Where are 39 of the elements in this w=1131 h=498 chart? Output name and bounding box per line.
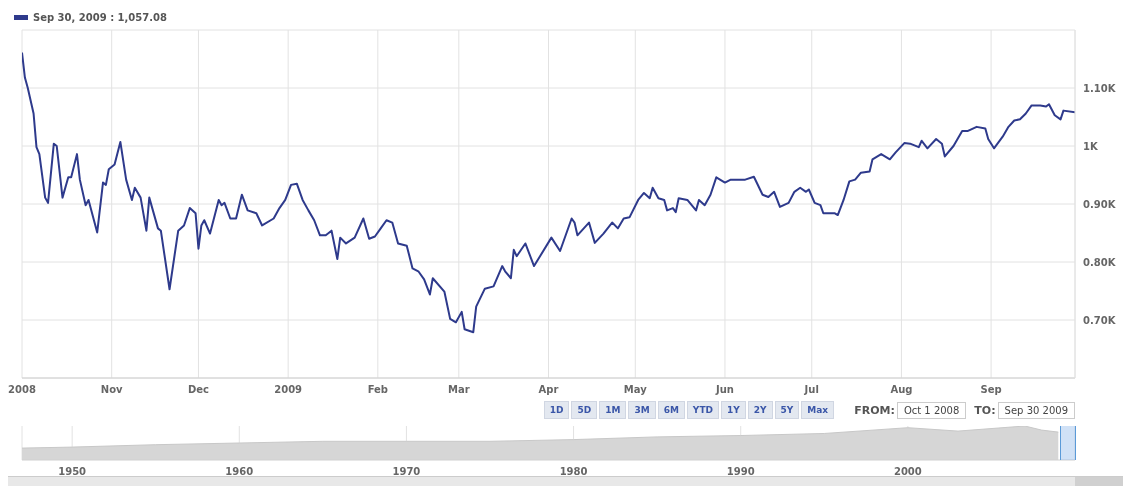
text: Max <box>801 401 835 419</box>
y-tick-label: 0.90K <box>1083 198 1117 210</box>
text: 1M <box>599 401 627 419</box>
x-tick-label: May <box>623 384 648 396</box>
line-series <box>22 51 1075 334</box>
text: TO: <box>974 403 996 417</box>
y-tick-label: 1.10K <box>1083 82 1117 94</box>
x-tick-label: 2008 <box>8 384 36 396</box>
text: 3M <box>628 401 656 419</box>
x-tick-label: 1960 <box>225 466 254 478</box>
text: 6M <box>657 401 685 419</box>
x-tick-label: Jun <box>714 384 734 396</box>
x-tick-label: Feb <box>367 384 389 396</box>
text: YTD <box>686 401 719 419</box>
y-tick-label: 0.80K <box>1083 256 1117 268</box>
chart-title: Sep 30, 2009 : 1,057.08 <box>33 12 167 23</box>
text: 1D <box>543 401 570 419</box>
x-tick-label: 1990 <box>726 466 755 478</box>
x-tick-label: 1980 <box>559 466 588 478</box>
text: Oct 1 2008 <box>896 401 967 419</box>
x-tick-label: 1950 <box>58 466 87 478</box>
x-tick-label: Aug <box>890 384 913 396</box>
x-tick-label: Sep <box>980 384 1002 396</box>
y-tick-label: 0.70K <box>1083 314 1117 326</box>
x-tick-label: Nov <box>100 384 124 396</box>
x-tick-label: 2000 <box>893 466 922 478</box>
text: 5D <box>571 401 598 419</box>
text: 2Y <box>747 401 773 419</box>
x-tick-label: 1970 <box>392 466 421 478</box>
x-tick-label: Dec <box>187 384 210 396</box>
x-tick-label: Jul <box>803 384 819 396</box>
text: Sep 30 2009 <box>997 401 1075 419</box>
text: 5Y <box>774 401 800 419</box>
text: 1Y <box>721 401 746 419</box>
text: FROM: <box>854 403 895 417</box>
x-tick-label: Mar <box>448 384 470 396</box>
y-tick-label: 1K <box>1083 140 1099 152</box>
x-tick-label: 2009 <box>274 384 303 396</box>
x-tick-label: Apr <box>538 384 559 396</box>
